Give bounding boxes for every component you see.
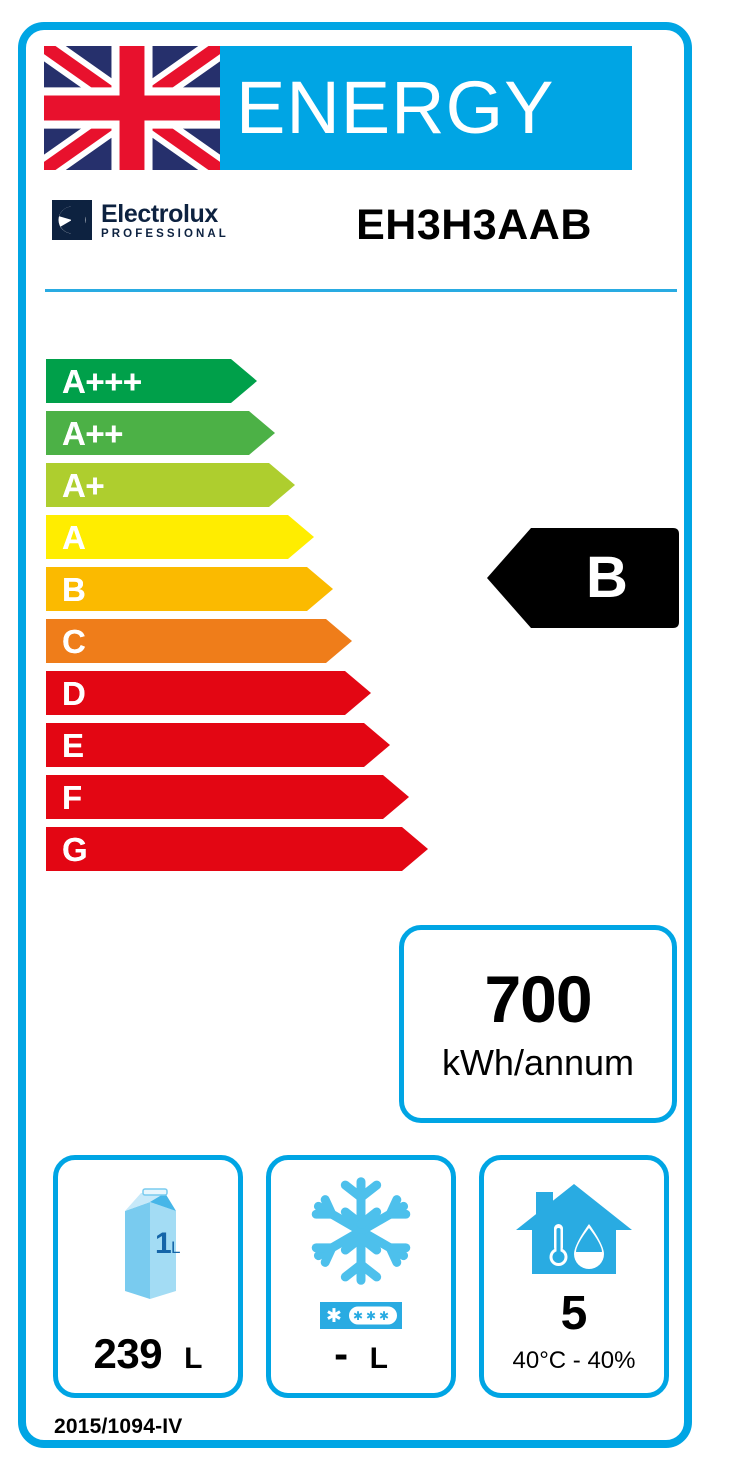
- freezer-volume-footer: - L: [271, 1331, 451, 1377]
- energy-title-band: ENERGY: [220, 46, 632, 170]
- snowflake-icon: [311, 1176, 411, 1285]
- energy-class-label: D: [62, 674, 86, 712]
- svg-text:1: 1: [155, 1227, 172, 1260]
- energy-class-bar-A: A: [46, 515, 314, 559]
- energy-class-label: F: [62, 778, 82, 816]
- freezer-volume-box: ✱ ✱ ✱ ✱ - L: [266, 1155, 456, 1398]
- energy-class-label: B: [62, 570, 86, 608]
- model-name: EH3H3AAB: [356, 201, 592, 249]
- header-divider: [45, 289, 677, 292]
- energy-class-scale: A+++ A++ A+ A B C D E F G: [46, 359, 666, 879]
- energy-class-bar-C: C: [46, 619, 352, 663]
- svg-text:✱: ✱: [379, 1309, 389, 1323]
- rated-class-pointer: B: [487, 528, 679, 628]
- fridge-volume-footer: 239 L: [58, 1331, 238, 1377]
- svg-text:L: L: [171, 1238, 180, 1257]
- page-title: ENERGY: [236, 66, 555, 149]
- energy-class-label: A: [62, 518, 86, 556]
- milk-carton-icon-wrap: 1 L: [58, 1170, 238, 1320]
- brand-and-model-row: Electrolux PROFESSIONAL EH3H3AAB: [44, 192, 674, 270]
- energy-class-label: E: [62, 726, 84, 764]
- energy-consumption-unit: kWh/annum: [441, 1042, 635, 1083]
- milk-carton-icon: 1 L: [125, 1188, 180, 1299]
- label-header: ENERGY: [44, 46, 632, 170]
- energy-consumption-value: 700: [484, 962, 592, 1036]
- brand-logo: Electrolux PROFESSIONAL: [52, 200, 229, 241]
- svg-text:✱: ✱: [366, 1309, 376, 1323]
- climate-conditions: 40°C - 40%: [512, 1347, 636, 1374]
- energy-class-bar-Aplusplus: A++: [46, 411, 275, 455]
- regulation-reference: 2015/1094-IV: [54, 1415, 183, 1438]
- fridge-volume-unit: L: [184, 1342, 203, 1375]
- brand-name: Electrolux: [101, 200, 218, 228]
- energy-class-bar-Aplusplusplus: A+++: [46, 359, 257, 403]
- fridge-volume-value: 239: [93, 1330, 163, 1377]
- freezer-volume-unit: L: [369, 1342, 388, 1375]
- house-climate-icon: [516, 1184, 632, 1274]
- energy-class-label: A+++: [62, 362, 142, 400]
- freezer-volume-value: -: [334, 1330, 348, 1377]
- svg-text:✱: ✱: [326, 1306, 342, 1327]
- energy-class-bar-E: E: [46, 723, 390, 767]
- energy-class-bar-B: B: [46, 567, 333, 611]
- energy-class-label: A++: [62, 414, 123, 452]
- climate-class-value: 5: [560, 1287, 588, 1340]
- house-climate-icon-wrap: [484, 1166, 664, 1296]
- electrolux-mark-icon: [52, 200, 92, 240]
- snowflake-icon-wrap: [271, 1168, 451, 1293]
- energy-class-bar-G: G: [46, 827, 428, 871]
- climate-class-box: 5 40°C - 40%: [479, 1155, 669, 1398]
- fridge-volume-box: 1 L 239 L: [53, 1155, 243, 1398]
- union-jack-flag-icon: [44, 46, 220, 170]
- energy-class-bar-Aplus: A+: [46, 463, 295, 507]
- energy-class-label: C: [62, 622, 86, 660]
- energy-class-bar-D: D: [46, 671, 371, 715]
- brand-subtitle: PROFESSIONAL: [101, 228, 229, 240]
- rated-class-letter: B: [586, 545, 628, 610]
- brand-wordmark: Electrolux PROFESSIONAL: [101, 200, 229, 241]
- energy-class-label: A+: [62, 466, 105, 504]
- energy-class-label: G: [62, 830, 88, 868]
- energy-class-bar-F: F: [46, 775, 409, 819]
- svg-text:✱: ✱: [353, 1309, 363, 1323]
- info-boxes-row: 1 L 239 L: [53, 1155, 679, 1398]
- freezer-star-rating-icon: ✱ ✱ ✱ ✱: [320, 1302, 402, 1334]
- energy-consumption-box: 700 kWh/annum: [399, 925, 677, 1123]
